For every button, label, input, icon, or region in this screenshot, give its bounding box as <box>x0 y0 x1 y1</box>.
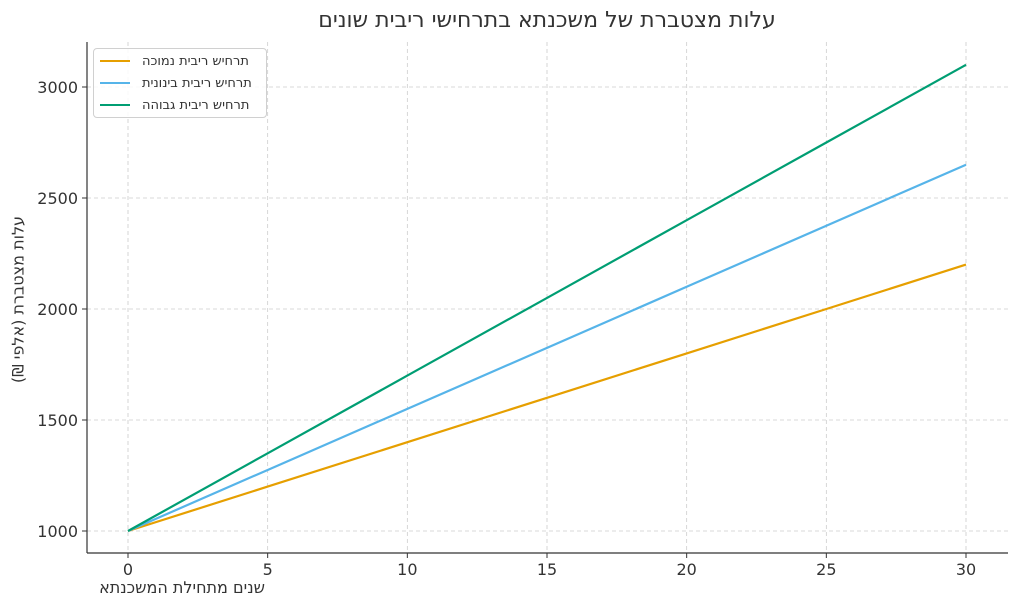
legend-label-high: ההובג תיביר שיחרת <box>142 97 250 113</box>
y-tick-label: 2500 <box>37 189 78 208</box>
x-tick-label: 0 <box>123 560 133 579</box>
legend-label-medium: תינוניב תיביר שיחרת <box>142 75 252 91</box>
legend-swatch-low <box>100 60 130 62</box>
x-tick-label: 10 <box>397 560 417 579</box>
x-tick-label: 30 <box>956 560 976 579</box>
legend-item-low: הכומנ תיביר שיחרת <box>100 51 249 71</box>
x-tick-label: 15 <box>537 560 557 579</box>
y-tick-label: 2000 <box>37 300 78 319</box>
chart-title: םינוש תיביר ישיחרתב אתנכשמ לש תרבטצמ תול… <box>318 8 776 33</box>
y-axis-label: (₪ יפלא) תרבטצמ תולע <box>8 215 28 384</box>
y-tick-label: 3000 <box>37 78 78 97</box>
legend-swatch-medium <box>100 82 130 84</box>
legend: הכומנ תיביר שיחרת תינוניב תיביר שיחרת הה… <box>93 48 267 118</box>
x-tick-label: 20 <box>676 560 696 579</box>
x-tick-label: 5 <box>263 560 273 579</box>
legend-item-high: ההובג תיביר שיחרת <box>100 95 249 115</box>
y-tick-label: 1500 <box>37 411 78 430</box>
legend-item-medium: תינוניב תיביר שיחרת <box>100 73 252 93</box>
x-tick-label: 25 <box>816 560 836 579</box>
series-line-1 <box>127 163 967 533</box>
legend-swatch-high <box>100 104 130 106</box>
series-line-2 <box>127 63 967 532</box>
series-line-0 <box>127 263 967 533</box>
y-tick-label: 1000 <box>37 522 78 541</box>
legend-label-low: הכומנ תיביר שיחרת <box>142 53 249 69</box>
x-axis-label: אתנכשמה תליחתמ םינש <box>99 578 265 597</box>
